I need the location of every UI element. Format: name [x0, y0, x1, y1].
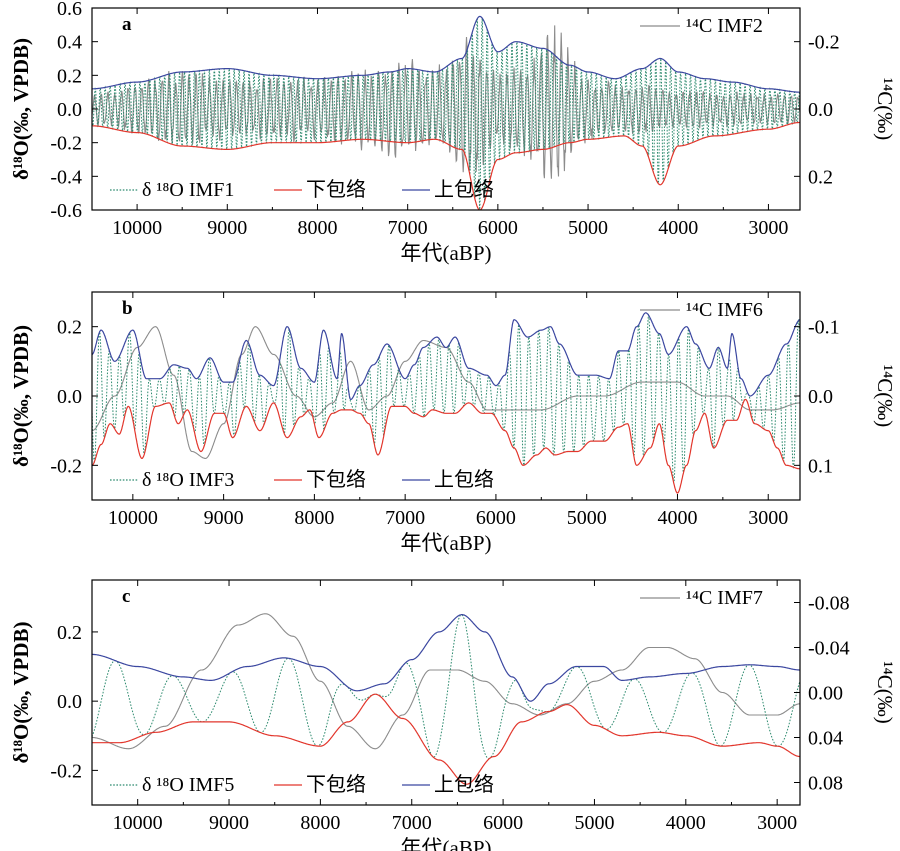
y-axis-title: δ¹⁸O(‰, VPDB) — [9, 621, 33, 763]
panel-letter: c — [122, 586, 130, 607]
x-tick-label: 10000 — [108, 507, 158, 529]
legend-label: 上包络 — [434, 773, 494, 796]
x-tick-label: 9000 — [207, 217, 247, 239]
y-tick-label: -0.2 — [50, 133, 82, 155]
x-tick-label: 7000 — [392, 812, 432, 834]
y-tick-label: 0.2 — [57, 622, 82, 644]
series-14c-a — [92, 25, 800, 179]
y2-tick-label: 0.0 — [808, 99, 833, 121]
legend-label: δ ¹⁸O IMF3 — [142, 469, 234, 491]
y2-axis-title: ¹⁴C(‰) — [873, 78, 897, 141]
y2-tick-label: 0.04 — [808, 728, 843, 750]
y-tick-label: -0.4 — [50, 166, 82, 188]
x-tick-label: 7000 — [385, 507, 425, 529]
y-tick-label: 0.2 — [57, 317, 82, 339]
plot-frame — [91, 579, 801, 806]
y2-tick-label: 0.00 — [808, 683, 843, 705]
series-upper-envelope-a — [92, 15, 800, 93]
x-axis-title: 年代(aBP) — [401, 836, 492, 851]
y2-tick-label: -0.1 — [808, 317, 840, 339]
legend-14c-label: ¹⁴C IMF7 — [686, 587, 763, 609]
x-axis-title: 年代(aBP) — [401, 241, 492, 265]
plot-area — [92, 15, 800, 210]
plot-area — [92, 312, 800, 494]
x-tick-label: 6000 — [478, 217, 518, 239]
series-imf-b — [92, 313, 800, 484]
legend-label: 上包络 — [434, 178, 494, 201]
x-tick-label: 10000 — [112, 217, 162, 239]
x-axis-title: 年代(aBP) — [401, 531, 492, 555]
y2-tick-label: 0.2 — [808, 166, 833, 188]
y-tick-label: 0.4 — [57, 32, 82, 54]
y2-axis-title: ¹⁴C(‰) — [873, 365, 897, 428]
panel-letter: b — [122, 298, 133, 319]
x-tick-label: 4000 — [657, 507, 697, 529]
y2-tick-label: 0.1 — [808, 455, 833, 477]
y-tick-label: 0.0 — [57, 691, 82, 713]
x-tick-label: 5000 — [568, 217, 608, 239]
panel-c: 10000 9000 8000 7000 6000 5000 4000 3000 -0.2 0.0… — [9, 579, 897, 851]
y2-tick-label: -0.2 — [808, 32, 840, 54]
legend-14c-label: ¹⁴C IMF6 — [686, 299, 763, 321]
x-tick-label: 6000 — [483, 812, 523, 834]
x-tick-label: 8000 — [297, 217, 337, 239]
legend-label: 下包络 — [306, 178, 366, 201]
y-tick-label: 0.0 — [57, 99, 82, 121]
legend-label: 下包络 — [306, 468, 366, 491]
series-imf-c — [92, 614, 800, 759]
x-tick-label: 4000 — [666, 812, 706, 834]
legend-label: 上包络 — [434, 468, 494, 491]
panel-b: 10000 9000 8000 7000 6000 5000 4000 3000 -0.2 0.0… — [9, 291, 897, 555]
y2-axis-title: ¹⁴C(‰) — [873, 661, 897, 724]
legend-label: δ ¹⁸O IMF5 — [142, 774, 234, 796]
y2-tick-label: 0.0 — [808, 386, 833, 408]
series-upper-envelope-b — [92, 312, 800, 401]
y2-tick-label: 0.08 — [808, 773, 843, 795]
x-tick-label: 5000 — [567, 507, 607, 529]
series-14c-c — [92, 613, 800, 750]
y-tick-label: -0.2 — [50, 455, 82, 477]
y-tick-label: -0.2 — [50, 760, 82, 782]
y-axis-title: δ¹⁸O(‰, VPDB) — [9, 38, 33, 180]
y-tick-label: 0.2 — [57, 65, 82, 87]
y-axis-title: δ¹⁸O(‰, VPDB) — [9, 325, 33, 467]
legend-label: 下包络 — [306, 773, 366, 796]
y2-tick-label: -0.08 — [808, 593, 850, 615]
legend-label: δ ¹⁸O IMF1 — [142, 179, 234, 201]
x-tick-label: 8000 — [294, 507, 334, 529]
x-tick-label: 4000 — [658, 217, 698, 239]
x-tick-label: 3000 — [748, 217, 788, 239]
x-tick-label: 10000 — [113, 812, 163, 834]
x-tick-label: 3000 — [748, 507, 788, 529]
panel-a: 10000 9000 8000 7000 6000 5000 4000 3000 -0.6 -0.… — [9, 0, 897, 265]
x-tick-label: 6000 — [476, 507, 516, 529]
x-tick-label: 9000 — [204, 507, 244, 529]
x-tick-label: 9000 — [209, 812, 249, 834]
panel-letter: a — [122, 14, 132, 35]
x-tick-label: 7000 — [388, 217, 428, 239]
series-lower-envelope-c — [92, 693, 800, 785]
y-tick-label: 0.0 — [57, 386, 82, 408]
series-upper-envelope-c — [92, 614, 800, 702]
y2-tick-label: -0.04 — [808, 638, 850, 660]
series-lower-envelope-a — [92, 121, 800, 210]
x-tick-label: 8000 — [300, 812, 340, 834]
x-tick-label: 3000 — [757, 812, 797, 834]
y-tick-label: 0.6 — [57, 0, 82, 20]
series-lower-envelope-b — [92, 398, 800, 494]
y-tick-label: -0.6 — [50, 200, 82, 222]
plot-area — [92, 613, 800, 785]
legend-14c-label: ¹⁴C IMF2 — [686, 15, 763, 37]
x-tick-label: 5000 — [574, 812, 614, 834]
